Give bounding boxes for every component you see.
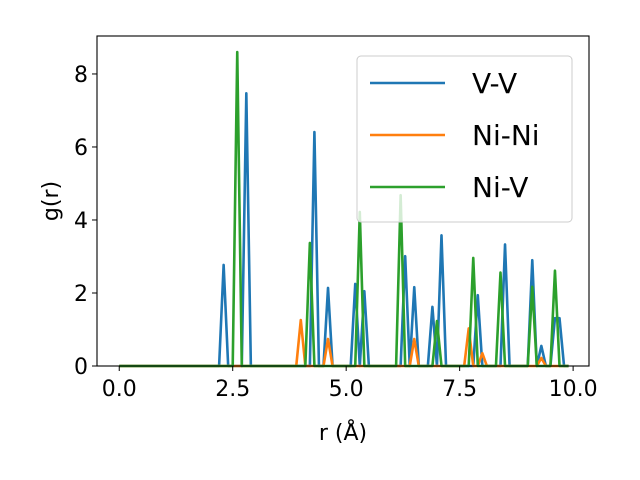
y-tick-label: 4	[74, 209, 88, 234]
x-axis-label: r (Å)	[319, 419, 367, 446]
y-tick-label: 6	[74, 136, 88, 161]
legend-box	[356, 55, 573, 223]
y-tick-label: 2	[74, 282, 88, 307]
legend: V-V Ni-Ni Ni-V	[356, 55, 573, 223]
y-tick-label: 0	[74, 355, 88, 380]
legend-label-v-v: V-V	[472, 67, 517, 100]
x-tick-label: 2.5	[215, 377, 250, 402]
legend-label-ni-ni: Ni-Ni	[472, 119, 540, 152]
y-tick-label: 8	[74, 63, 88, 88]
x-tick-label: 0.0	[102, 377, 137, 402]
x-axis-ticks: 0.0 2.5 5.0 7.5 10.0	[102, 366, 598, 402]
x-tick-label: 5.0	[329, 377, 364, 402]
legend-label-ni-v: Ni-V	[472, 171, 528, 204]
x-tick-label: 10.0	[549, 377, 598, 402]
y-axis-label: g(r)	[39, 181, 64, 221]
x-tick-label: 7.5	[442, 377, 477, 402]
plot-frame	[96, 35, 590, 367]
y-axis-ticks: 0 2 4 6 8	[74, 63, 97, 380]
